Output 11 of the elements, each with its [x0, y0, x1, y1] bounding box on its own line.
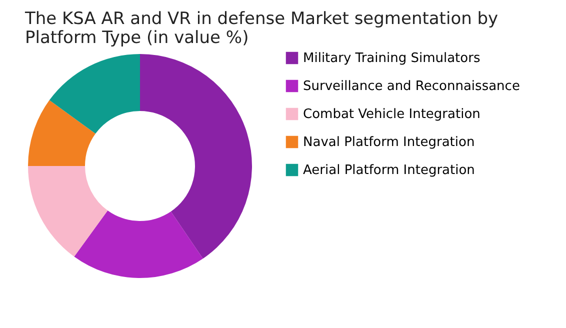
donut-slice	[74, 210, 203, 278]
legend-label: Military Training Simulators	[303, 51, 480, 66]
legend-label: Surveillance and Reconnaissance	[303, 79, 520, 94]
donut-slice	[49, 54, 140, 134]
legend-label: Aerial Platform Integration	[303, 163, 475, 178]
chart-title: The KSA AR and VR in defense Market segmentation by Platform Type (in value %)	[24, 9, 498, 48]
legend-label: Naval Platform Integration	[303, 135, 475, 150]
donut-slice	[140, 54, 252, 259]
legend-label: Combat Vehicle Integration	[303, 107, 480, 122]
donut-slice	[28, 166, 108, 257]
donut-slice	[28, 100, 96, 166]
